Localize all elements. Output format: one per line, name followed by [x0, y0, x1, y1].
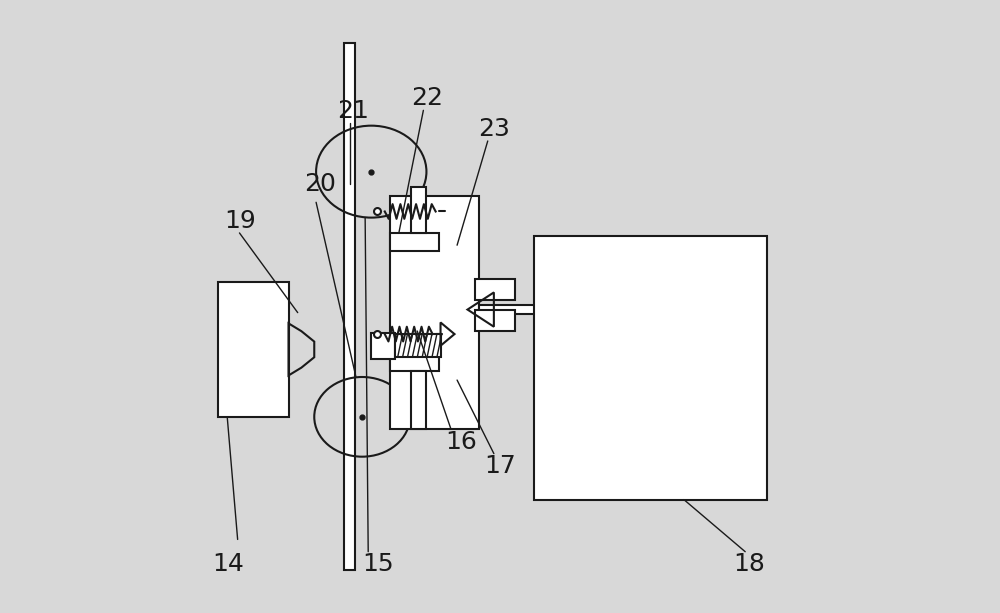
Bar — [371, 333, 395, 359]
Bar — [218, 282, 289, 417]
Text: 22: 22 — [411, 86, 443, 110]
Text: 17: 17 — [485, 454, 516, 478]
Bar — [534, 236, 767, 500]
Text: 15: 15 — [362, 552, 394, 576]
Bar — [390, 196, 479, 429]
Text: 23: 23 — [479, 117, 510, 141]
Bar — [411, 187, 426, 233]
Text: 18: 18 — [733, 552, 765, 576]
Text: 16: 16 — [445, 430, 477, 454]
Text: 21: 21 — [338, 99, 369, 123]
Bar — [479, 305, 653, 314]
Bar — [344, 43, 355, 570]
Text: 20: 20 — [304, 172, 336, 196]
Bar — [475, 279, 515, 300]
Bar — [390, 233, 439, 251]
Bar — [475, 310, 515, 331]
Bar — [411, 371, 426, 429]
Bar — [390, 352, 439, 371]
Text: 19: 19 — [224, 209, 256, 233]
Bar — [395, 334, 441, 357]
Text: 14: 14 — [212, 552, 244, 576]
